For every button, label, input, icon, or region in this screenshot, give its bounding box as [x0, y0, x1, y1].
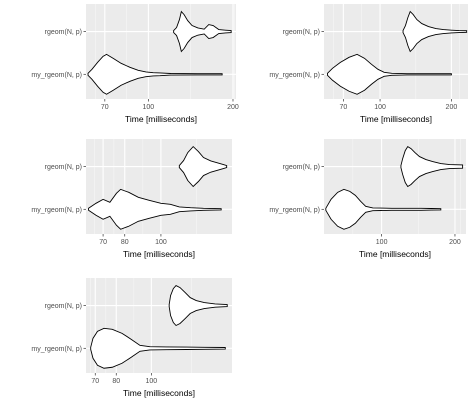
- x-tick-label: 70: [91, 378, 99, 385]
- violin-my-rgeom: [325, 188, 442, 230]
- violin-rgeom: [178, 145, 228, 188]
- x-tick-label: 100: [146, 378, 158, 385]
- violin-my-rgeom: [87, 53, 223, 95]
- panel-background: [86, 139, 232, 234]
- x-tick-label: 200: [227, 104, 239, 111]
- x-tick-label: 100: [143, 104, 155, 111]
- chart-panel-3: 70 80 100 rgeom(N, p) my_rgeom(N, p) Time [mi…: [31, 139, 232, 259]
- violin-my-rgeom: [90, 327, 226, 369]
- x-axis-title: Time [milliseconds]: [125, 114, 197, 124]
- y-category-label: rgeom(N, p): [45, 164, 82, 171]
- y-category-label: rgeom(N, p): [45, 29, 82, 36]
- chart-panel-5: 70 80 100 rgeom(N, p) my_rgeom(N, p) Time [mi…: [31, 278, 232, 398]
- x-tick-label: 200: [446, 104, 458, 111]
- x-axis-title: Time [milliseconds]: [123, 249, 195, 259]
- violin-rgeom: [173, 10, 232, 53]
- x-tick-label: 70: [339, 104, 347, 111]
- chart-panel-2: 70 100 200 rgeom(N, p) my_rgeom(N, p) Time [m…: [269, 4, 468, 124]
- y-category-label: rgeom(N, p): [45, 303, 82, 310]
- x-tick-label: 200: [449, 239, 461, 246]
- y-category-label: my_rgeom(N, p): [269, 207, 320, 214]
- x-tick-label: 80: [112, 378, 120, 385]
- x-axis-title: Time [milliseconds]: [123, 388, 195, 398]
- x-axis-title: Time [milliseconds]: [359, 249, 431, 259]
- x-tick-label: 70: [101, 104, 109, 111]
- violin-my-rgeom: [327, 53, 452, 95]
- chart-panel-1: 70 100 200 rgeom(N, p) my_rgeom(N, p) Time [m…: [31, 4, 239, 124]
- violin-my-rgeom: [88, 188, 222, 230]
- violin-rgeom: [400, 145, 464, 188]
- y-category-label: my_rgeom(N, p): [31, 72, 82, 79]
- x-tick-label: 100: [155, 239, 167, 246]
- x-tick-label: 100: [374, 104, 386, 111]
- x-tick-label: 100: [376, 239, 388, 246]
- y-category-label: my_rgeom(N, p): [31, 207, 82, 214]
- y-category-label: rgeom(N, p): [283, 29, 320, 36]
- x-axis-title: Time [milliseconds]: [360, 114, 432, 124]
- chart-panel-4: 100 200 rgeom(N, p) my_rgeom(N, p) Time [mil…: [269, 139, 466, 259]
- violin-rgeom: [402, 10, 468, 53]
- y-category-label: my_rgeom(N, p): [31, 346, 82, 353]
- y-category-label: rgeom(N, p): [283, 164, 320, 171]
- y-category-label: my_rgeom(N, p): [269, 72, 320, 79]
- violin-rgeom: [168, 285, 228, 327]
- x-tick-label: 70: [99, 239, 107, 246]
- x-tick-label: 80: [121, 239, 129, 246]
